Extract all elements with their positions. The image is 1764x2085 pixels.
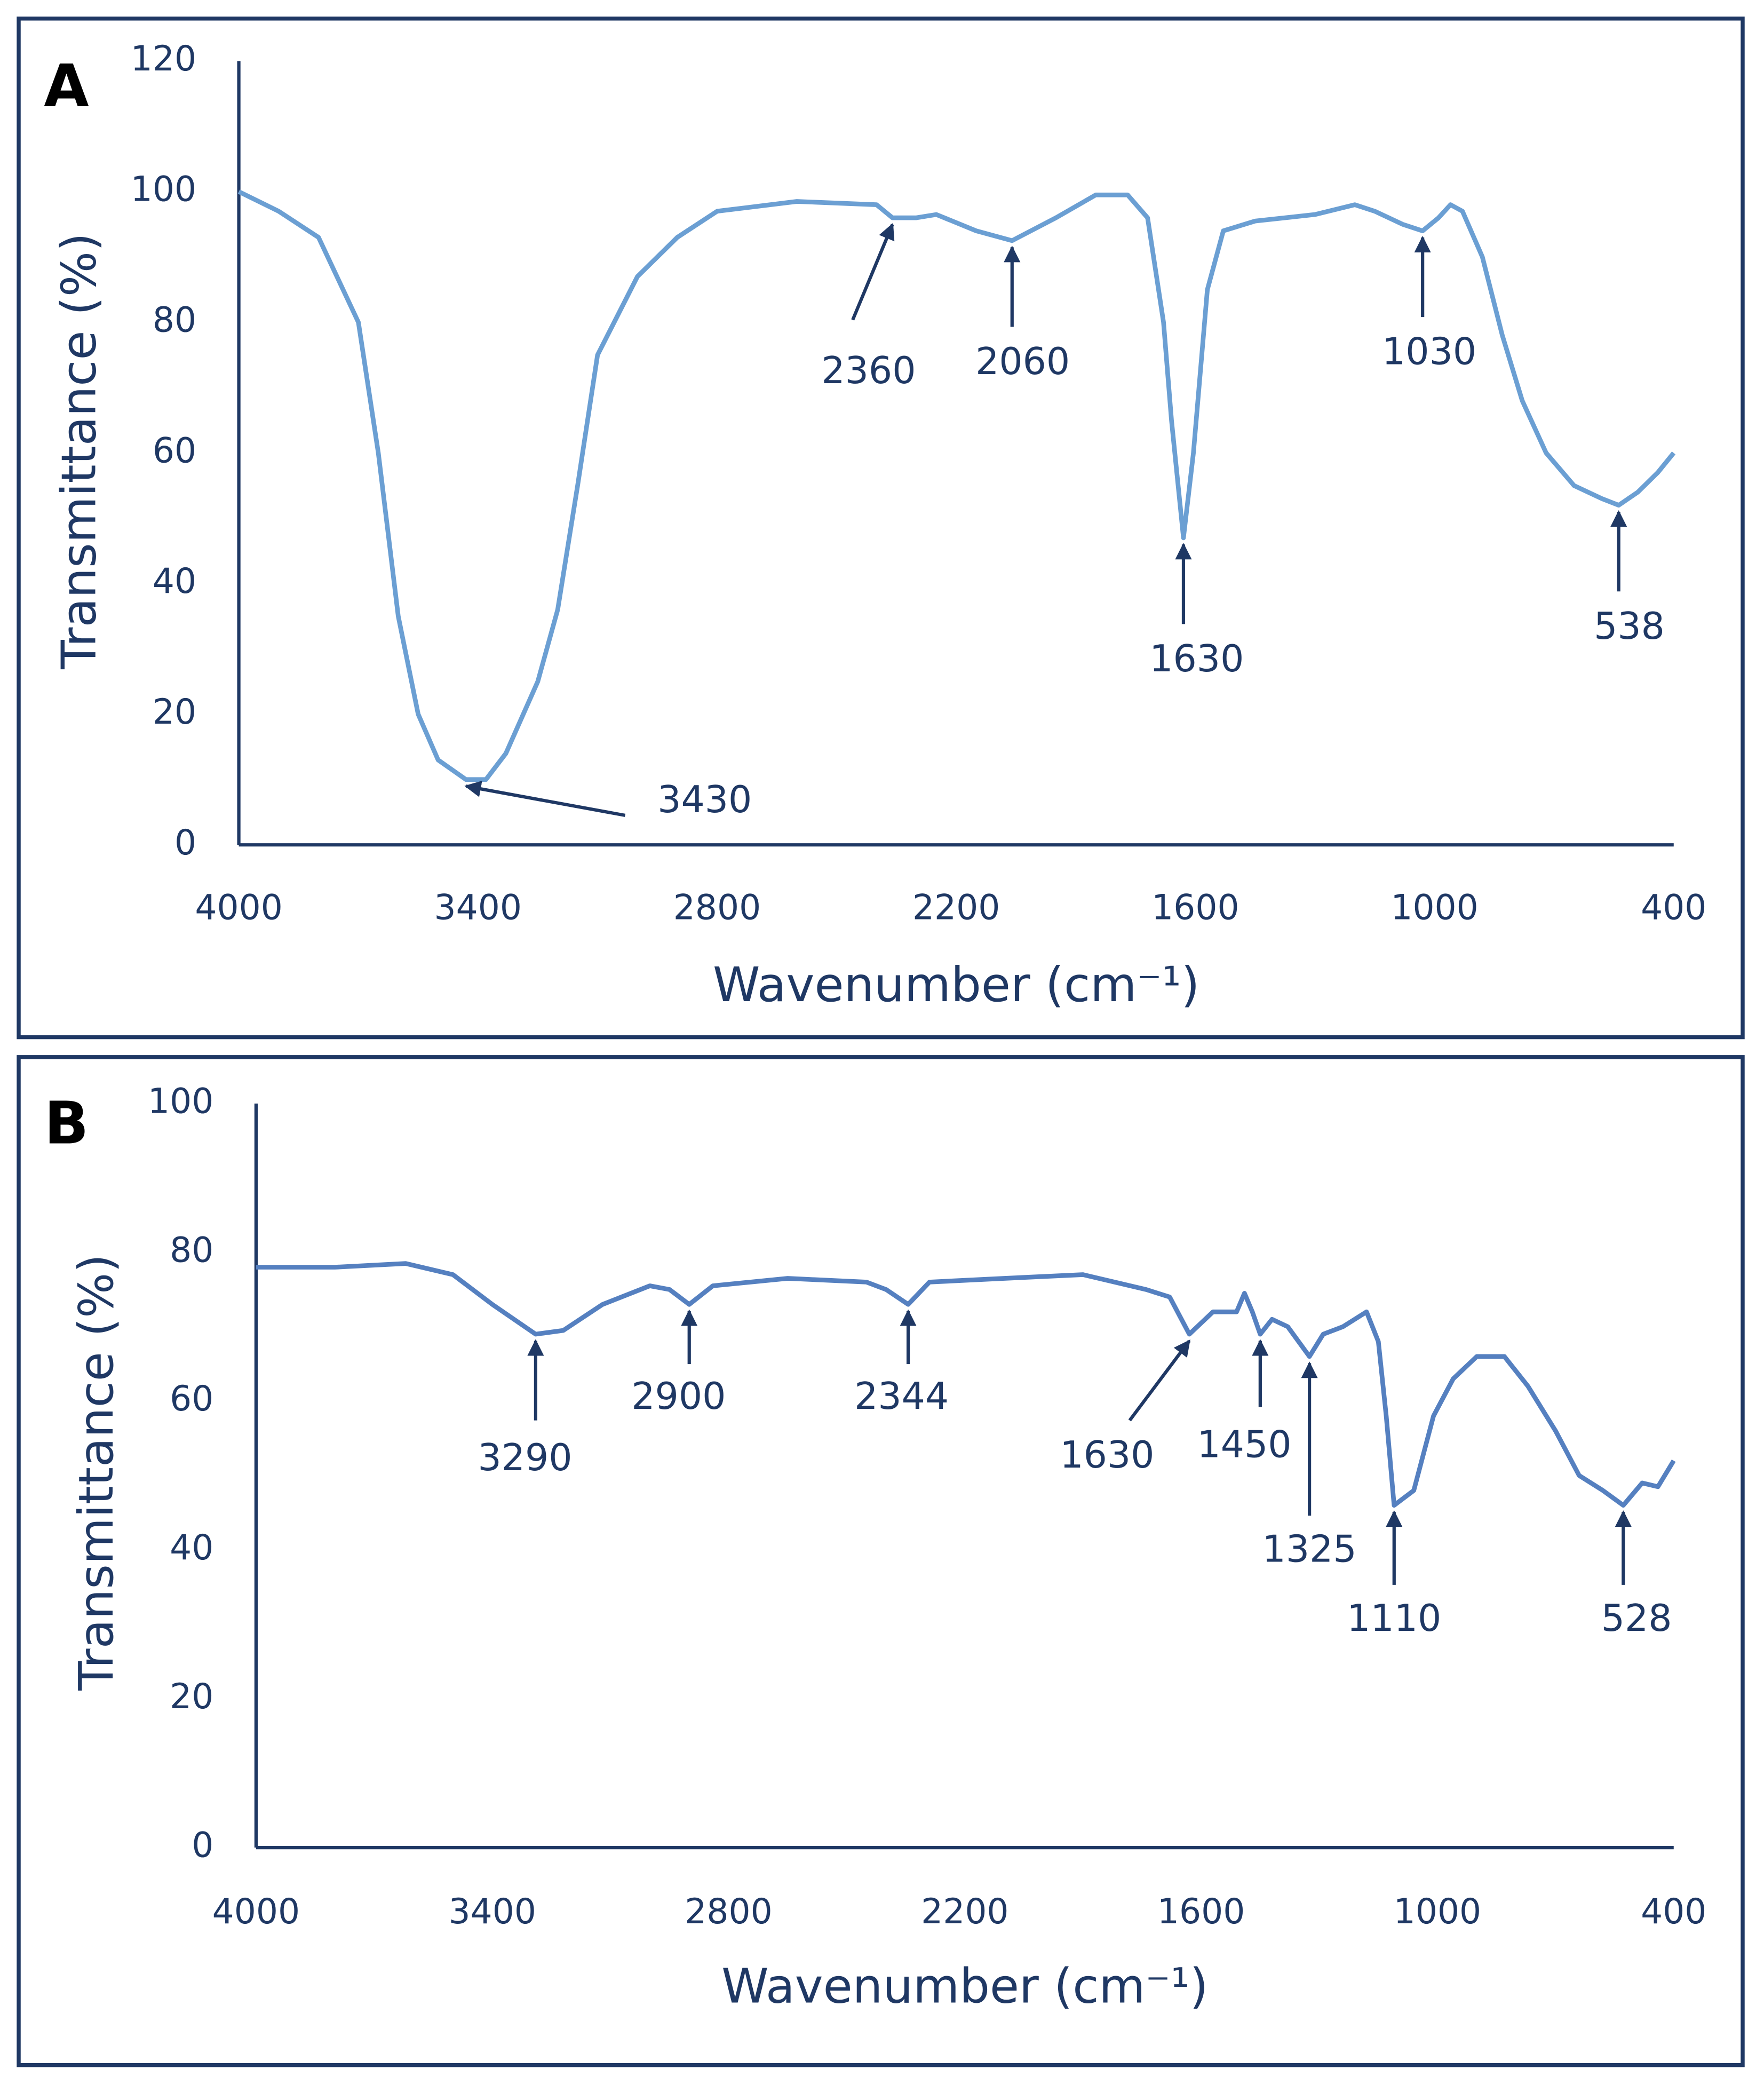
x-tick-label: 4000 [195, 888, 282, 928]
y-tick-label: 40 [153, 561, 196, 601]
x-tick-label: 1000 [1390, 888, 1478, 928]
annotation-label: 528 [1601, 1597, 1672, 1640]
y-axis-label: Transmittance (%) [69, 1254, 124, 1691]
annotation-label: 2060 [975, 340, 1070, 383]
y-tick-label: 40 [170, 1528, 213, 1568]
annotation-label: 1110 [1347, 1597, 1441, 1640]
panel-label: A [44, 52, 89, 120]
annotation-label: 1030 [1382, 330, 1476, 374]
annotation-label: 2344 [854, 1375, 949, 1418]
y-tick-label: 0 [192, 1826, 213, 1866]
panel-frame [17, 17, 1745, 1040]
x-tick-label: 400 [1641, 888, 1706, 928]
x-tick-label: 1600 [1151, 888, 1239, 928]
panel-frame [17, 1055, 1745, 2067]
y-tick-label: 80 [170, 1230, 213, 1270]
spectrum-line [237, 189, 1676, 782]
y-axis-label: Transmittance (%) [52, 233, 107, 670]
x-tick-label: 2200 [921, 1892, 1008, 1932]
x-tick-label: 1000 [1394, 1892, 1481, 1932]
x-tick-label: 3400 [448, 1892, 536, 1932]
x-tick-label: 2800 [673, 888, 761, 928]
x-axis-label: Wavenumber (cm⁻¹) [713, 957, 1199, 1013]
panel-label: B [44, 1089, 89, 1157]
annotation-label: 1630 [1149, 637, 1244, 680]
annotation-label: 2360 [821, 349, 916, 392]
annotation-arrow [1128, 1339, 1191, 1422]
x-tick-label: 2200 [912, 888, 1000, 928]
y-tick-label: 100 [148, 1081, 213, 1121]
spectrum-line [256, 1261, 1676, 1508]
annotation-label: 1630 [1060, 1433, 1154, 1477]
y-tick-label: 20 [170, 1677, 213, 1717]
y-tick-label: 60 [170, 1379, 213, 1419]
annotation-label: 2900 [631, 1375, 726, 1418]
y-tick-label: 80 [153, 300, 196, 340]
x-tick-label: 2800 [685, 1892, 772, 1932]
annotation-label: 538 [1594, 605, 1665, 648]
annotation-label: 3430 [657, 778, 752, 821]
annotation-arrow [464, 780, 626, 817]
x-tick-label: 3400 [434, 888, 522, 928]
x-tick-label: 4000 [212, 1892, 300, 1932]
x-tick-label: 400 [1641, 1892, 1706, 1932]
y-tick-label: 100 [131, 170, 196, 210]
annotation-label: 1450 [1197, 1423, 1291, 1466]
annotation-label: 1325 [1262, 1527, 1357, 1571]
y-tick-label: 20 [153, 692, 196, 732]
y-tick-label: 0 [174, 823, 196, 863]
annotation-arrow [851, 223, 895, 321]
annotation-label: 3290 [478, 1436, 572, 1479]
y-tick-label: 60 [153, 431, 196, 471]
y-tick-label: 120 [131, 39, 196, 79]
x-axis-label: Wavenumber (cm⁻¹) [721, 1959, 1208, 2014]
x-tick-label: 1600 [1157, 1892, 1245, 1932]
